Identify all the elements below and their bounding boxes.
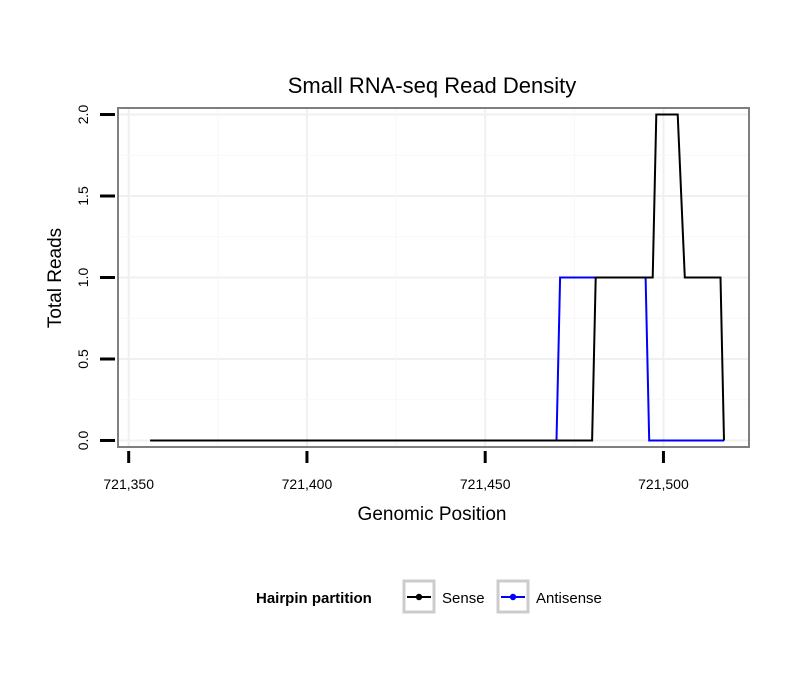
y-tick-label: 0.5: [75, 349, 91, 369]
x-tick-label: 721,400: [282, 476, 333, 492]
y-tick-label: 1.5: [75, 186, 91, 206]
x-axis-title: Genomic Position: [358, 504, 507, 525]
series-lines: [150, 113, 725, 442]
legend: Hairpin partition Sense Antisense: [256, 579, 602, 614]
chart-title: Small RNA-seq Read Density: [288, 73, 577, 98]
plot-panel-border: [117, 107, 750, 448]
y-tick-label: 0.0: [75, 431, 91, 451]
y-tick-label: 2.0: [75, 105, 91, 125]
y-tick-label: 1.0: [75, 268, 91, 288]
axes: 721,350 721,400 721,450 721,500 0.0 0.5 1.0 1.5…: [75, 105, 689, 492]
x-tick-label: 721,350: [103, 476, 154, 492]
series-line-sense: [150, 113, 725, 442]
legend-label-sense: Sense: [442, 590, 485, 607]
legend-title: Hairpin partition: [256, 590, 372, 607]
x-tick-label: 721,450: [460, 476, 511, 492]
legend-key-antisense-point: [509, 593, 517, 601]
y-axis-title: Total Reads: [45, 228, 66, 328]
x-tick-label: 721,500: [638, 476, 689, 492]
legend-key-sense-point: [415, 593, 423, 601]
legend-label-antisense: Antisense: [536, 590, 602, 607]
